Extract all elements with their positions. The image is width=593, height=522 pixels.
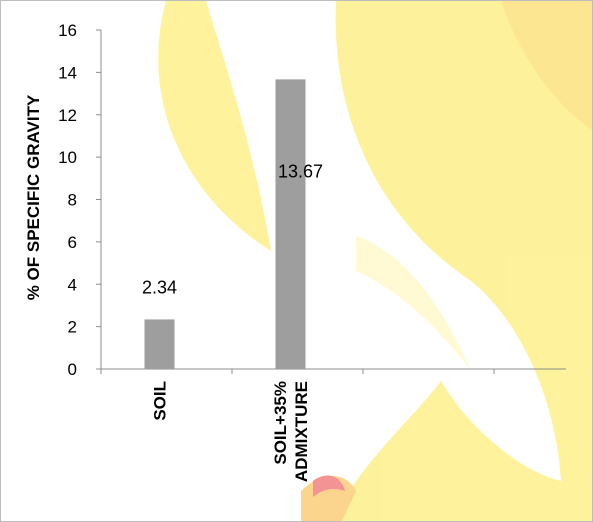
watermark-flame-main — [332, 1, 592, 521]
y-tick-label: 0 — [68, 360, 77, 379]
plot-area: 0 2 4 6 8 10 12 14 16 2.34 SOIL 13.67 SOIL+35% ADMIXT… — [24, 21, 566, 482]
x-category-label: ADMIXTURE — [292, 381, 311, 482]
data-label: 13.67 — [278, 161, 323, 181]
y-tick-label: 16 — [58, 21, 77, 40]
bar-soil — [144, 319, 175, 369]
y-tick-label: 4 — [68, 275, 77, 294]
y-tick-label: 12 — [58, 106, 77, 125]
watermark-swoosh — [356, 236, 471, 371]
watermark-flame-red — [313, 475, 345, 497]
x-category-label: SOIL+35% — [271, 381, 290, 465]
x-category-label: SOIL — [151, 381, 170, 421]
bar-soil-admixture — [275, 79, 306, 369]
data-label: 2.34 — [142, 277, 177, 297]
y-tick-label: 8 — [68, 191, 77, 210]
watermark-leaf-left — [158, 1, 271, 251]
y-tick-label: 2 — [68, 318, 77, 337]
y-tick-label: 10 — [58, 148, 77, 167]
watermark-flame-inner — [501, 1, 592, 130]
y-tick-label: 6 — [68, 233, 77, 252]
y-axis-title: % OF SPECIFIC GRAVITY — [24, 94, 43, 300]
y-tick-label: 14 — [58, 63, 77, 82]
background-watermark — [158, 1, 592, 521]
